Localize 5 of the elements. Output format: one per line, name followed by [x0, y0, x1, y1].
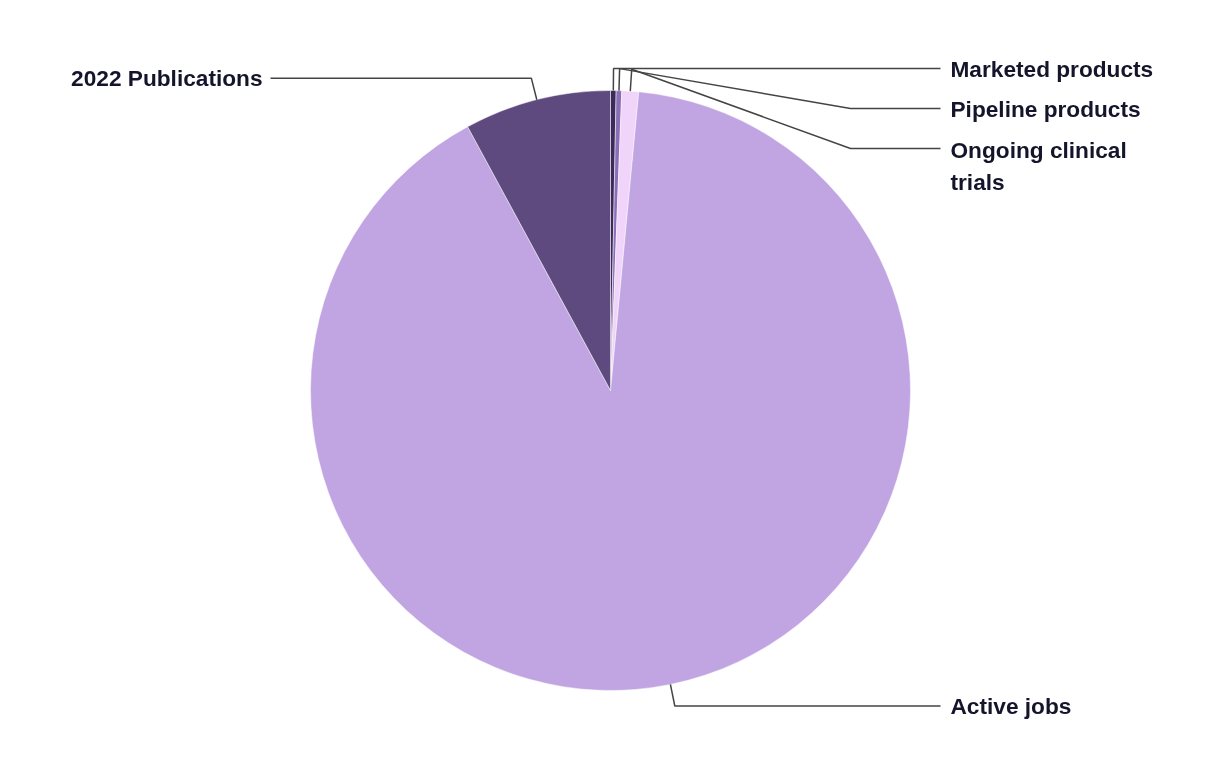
slice-label: Pipeline products: [950, 95, 1141, 122]
slice-label: Ongoing clinical trials: [950, 136, 1127, 196]
slice-label: 2022 Publications: [71, 65, 263, 92]
slice-label: Active jobs: [950, 693, 1072, 720]
slice-label: Marketed products: [950, 55, 1154, 82]
